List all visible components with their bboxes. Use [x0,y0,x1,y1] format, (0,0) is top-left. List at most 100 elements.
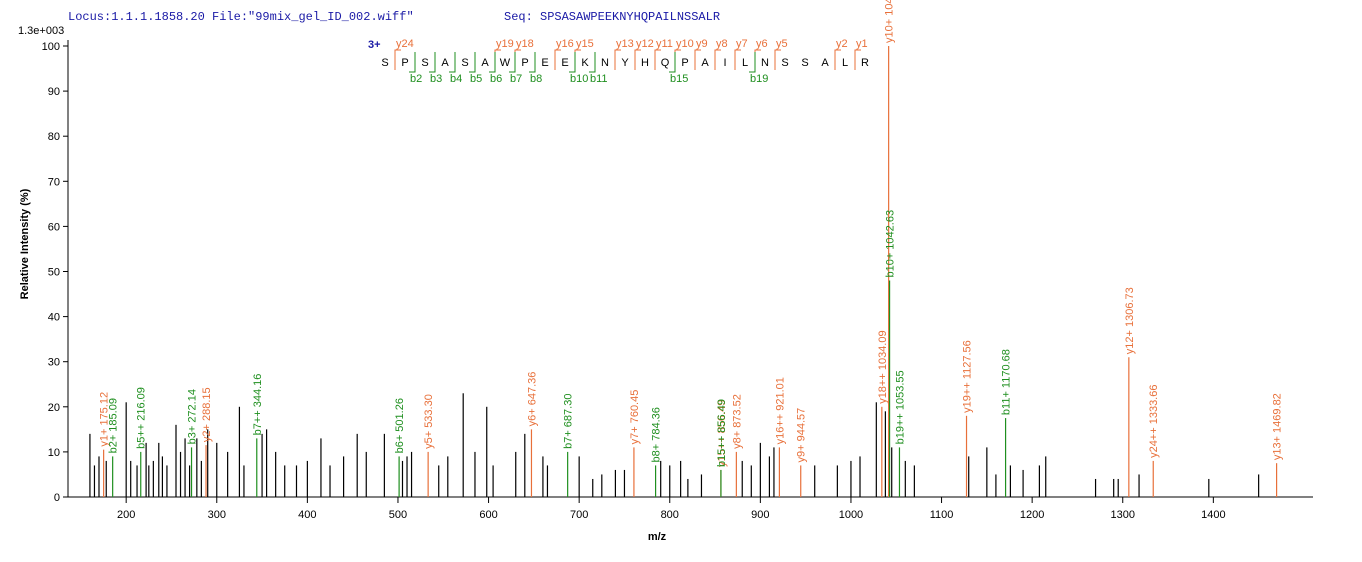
y-ion-break [654,49,661,70]
scale-label: 1.3e+003 [18,25,64,37]
b-ion-label: b8 [530,73,542,85]
y-ion-break [514,49,521,70]
residue: R [861,57,869,69]
residue: N [601,57,609,69]
y-ion-break [694,49,701,70]
x-tick-label: 1000 [839,509,863,521]
y-ion-break [574,49,581,70]
y-ion-break [714,49,721,70]
residue: A [481,57,489,69]
b-ion-label: b5 [470,73,482,85]
y-ion-label: y24 [396,38,414,50]
b-ion-label: b3 [430,73,442,85]
y-tick-label: 30 [48,357,60,369]
x-tick-label: 1300 [1111,509,1135,521]
x-tick-label: 1100 [930,509,954,521]
peak-label: b7+ 687.30 [563,394,575,449]
locus-label: Locus:1.1.1.1858.20 File:"99mix_gel_ID_0… [68,10,414,24]
y-ion-break [554,49,561,70]
residue: L [842,57,848,69]
y-ion-label: y13 [616,38,634,50]
y-ion-break [834,49,841,70]
peak-label: y1+ 175.12 [99,392,111,447]
residue: Y [621,57,629,69]
y-ion-label: y6 [756,38,768,50]
peak-label: y13+ 1469.82 [1272,393,1284,460]
peak-label: y9+ 944.57 [796,408,808,463]
b-ion-label: b4 [450,73,462,85]
x-tick-label: 500 [389,509,407,521]
x-tick-label: 200 [117,509,135,521]
peak-label: y16++ 921.01 [774,377,786,444]
y-tick-label: 50 [48,267,60,279]
residue: S [421,57,428,69]
residue: L [742,57,748,69]
residue: E [541,57,548,69]
peak-label: y6+ 647.36 [526,372,538,427]
peak-label: y24++ 1333.66 [1148,385,1160,458]
x-tick-label: 600 [479,509,497,521]
b-ion-break [749,52,756,73]
b-ion-label: b7 [510,73,522,85]
peak-label: b6+ 501.26 [394,398,406,453]
residue: S [801,57,808,69]
charge-label: 3+ [368,39,381,51]
residue: A [701,57,709,69]
y-ion-label: y5 [776,38,788,50]
peak-label: y8+ 873.52 [731,394,743,449]
b-ion-break [409,52,416,73]
residue: W [500,57,511,69]
b-ion-break [489,52,496,73]
peak-label: y10+ 1041.60 [884,0,896,43]
y-tick-label: 80 [48,131,60,143]
x-tick-label: 700 [570,509,588,521]
y-ion-break [734,49,741,70]
y-ion-label: y12 [636,38,654,50]
peak-label: b2+ 185.09 [108,398,120,453]
y-ion-break [774,49,781,70]
y-ion-label: y11 [656,38,673,50]
b-ion-break [569,52,576,73]
residue: E [561,57,568,69]
b-ion-break [669,52,676,73]
y-tick-label: 70 [48,176,60,188]
sequence-label: Seq: SPSASAWPEEKNYHQPAILNSSALR [504,10,720,24]
peak-label: y19++ 1127.56 [962,340,974,413]
residue: S [461,57,468,69]
x-tick-label: 400 [298,509,316,521]
peak-label: y5+ 533.30 [423,394,435,449]
b-ion-break [529,52,536,73]
y-ion-label: y8 [716,38,728,50]
residue: H [641,57,649,69]
residue: N [761,57,769,69]
y-ion-break [394,49,401,70]
b-ion-label: b15 [670,73,688,85]
y-ion-break [634,49,641,70]
b-ion-break [449,52,456,73]
peak-label: y15++ 856.49 [716,400,728,467]
peak-label: b3+ 272.14 [187,389,199,444]
b-ion-break [429,52,436,73]
b-ion-label: b6 [490,73,502,85]
y-ion-label: y1 [856,38,868,50]
y-ion-label: y18 [516,38,534,50]
peak-label: y12+ 1306.73 [1124,287,1136,354]
y-tick-label: 20 [48,402,60,414]
peak-label: y7+ 760.45 [629,390,641,445]
residue: A [441,57,449,69]
residue: A [821,57,829,69]
y-ion-label: y7 [736,38,748,50]
b-ion-break [469,52,476,73]
y-axis-label: Relative Intensity (%) [19,188,31,299]
y-ion-label: y15 [576,38,594,50]
b-ion-break [509,52,516,73]
peak-label: b10+ 1042.63 [885,210,897,278]
y-tick-label: 10 [48,447,60,459]
residue: S [781,57,788,69]
y-tick-label: 40 [48,312,60,324]
b-ion-label: b19 [750,73,768,85]
b-ion-break [589,52,596,73]
peak-label: b8+ 784.36 [651,407,663,462]
